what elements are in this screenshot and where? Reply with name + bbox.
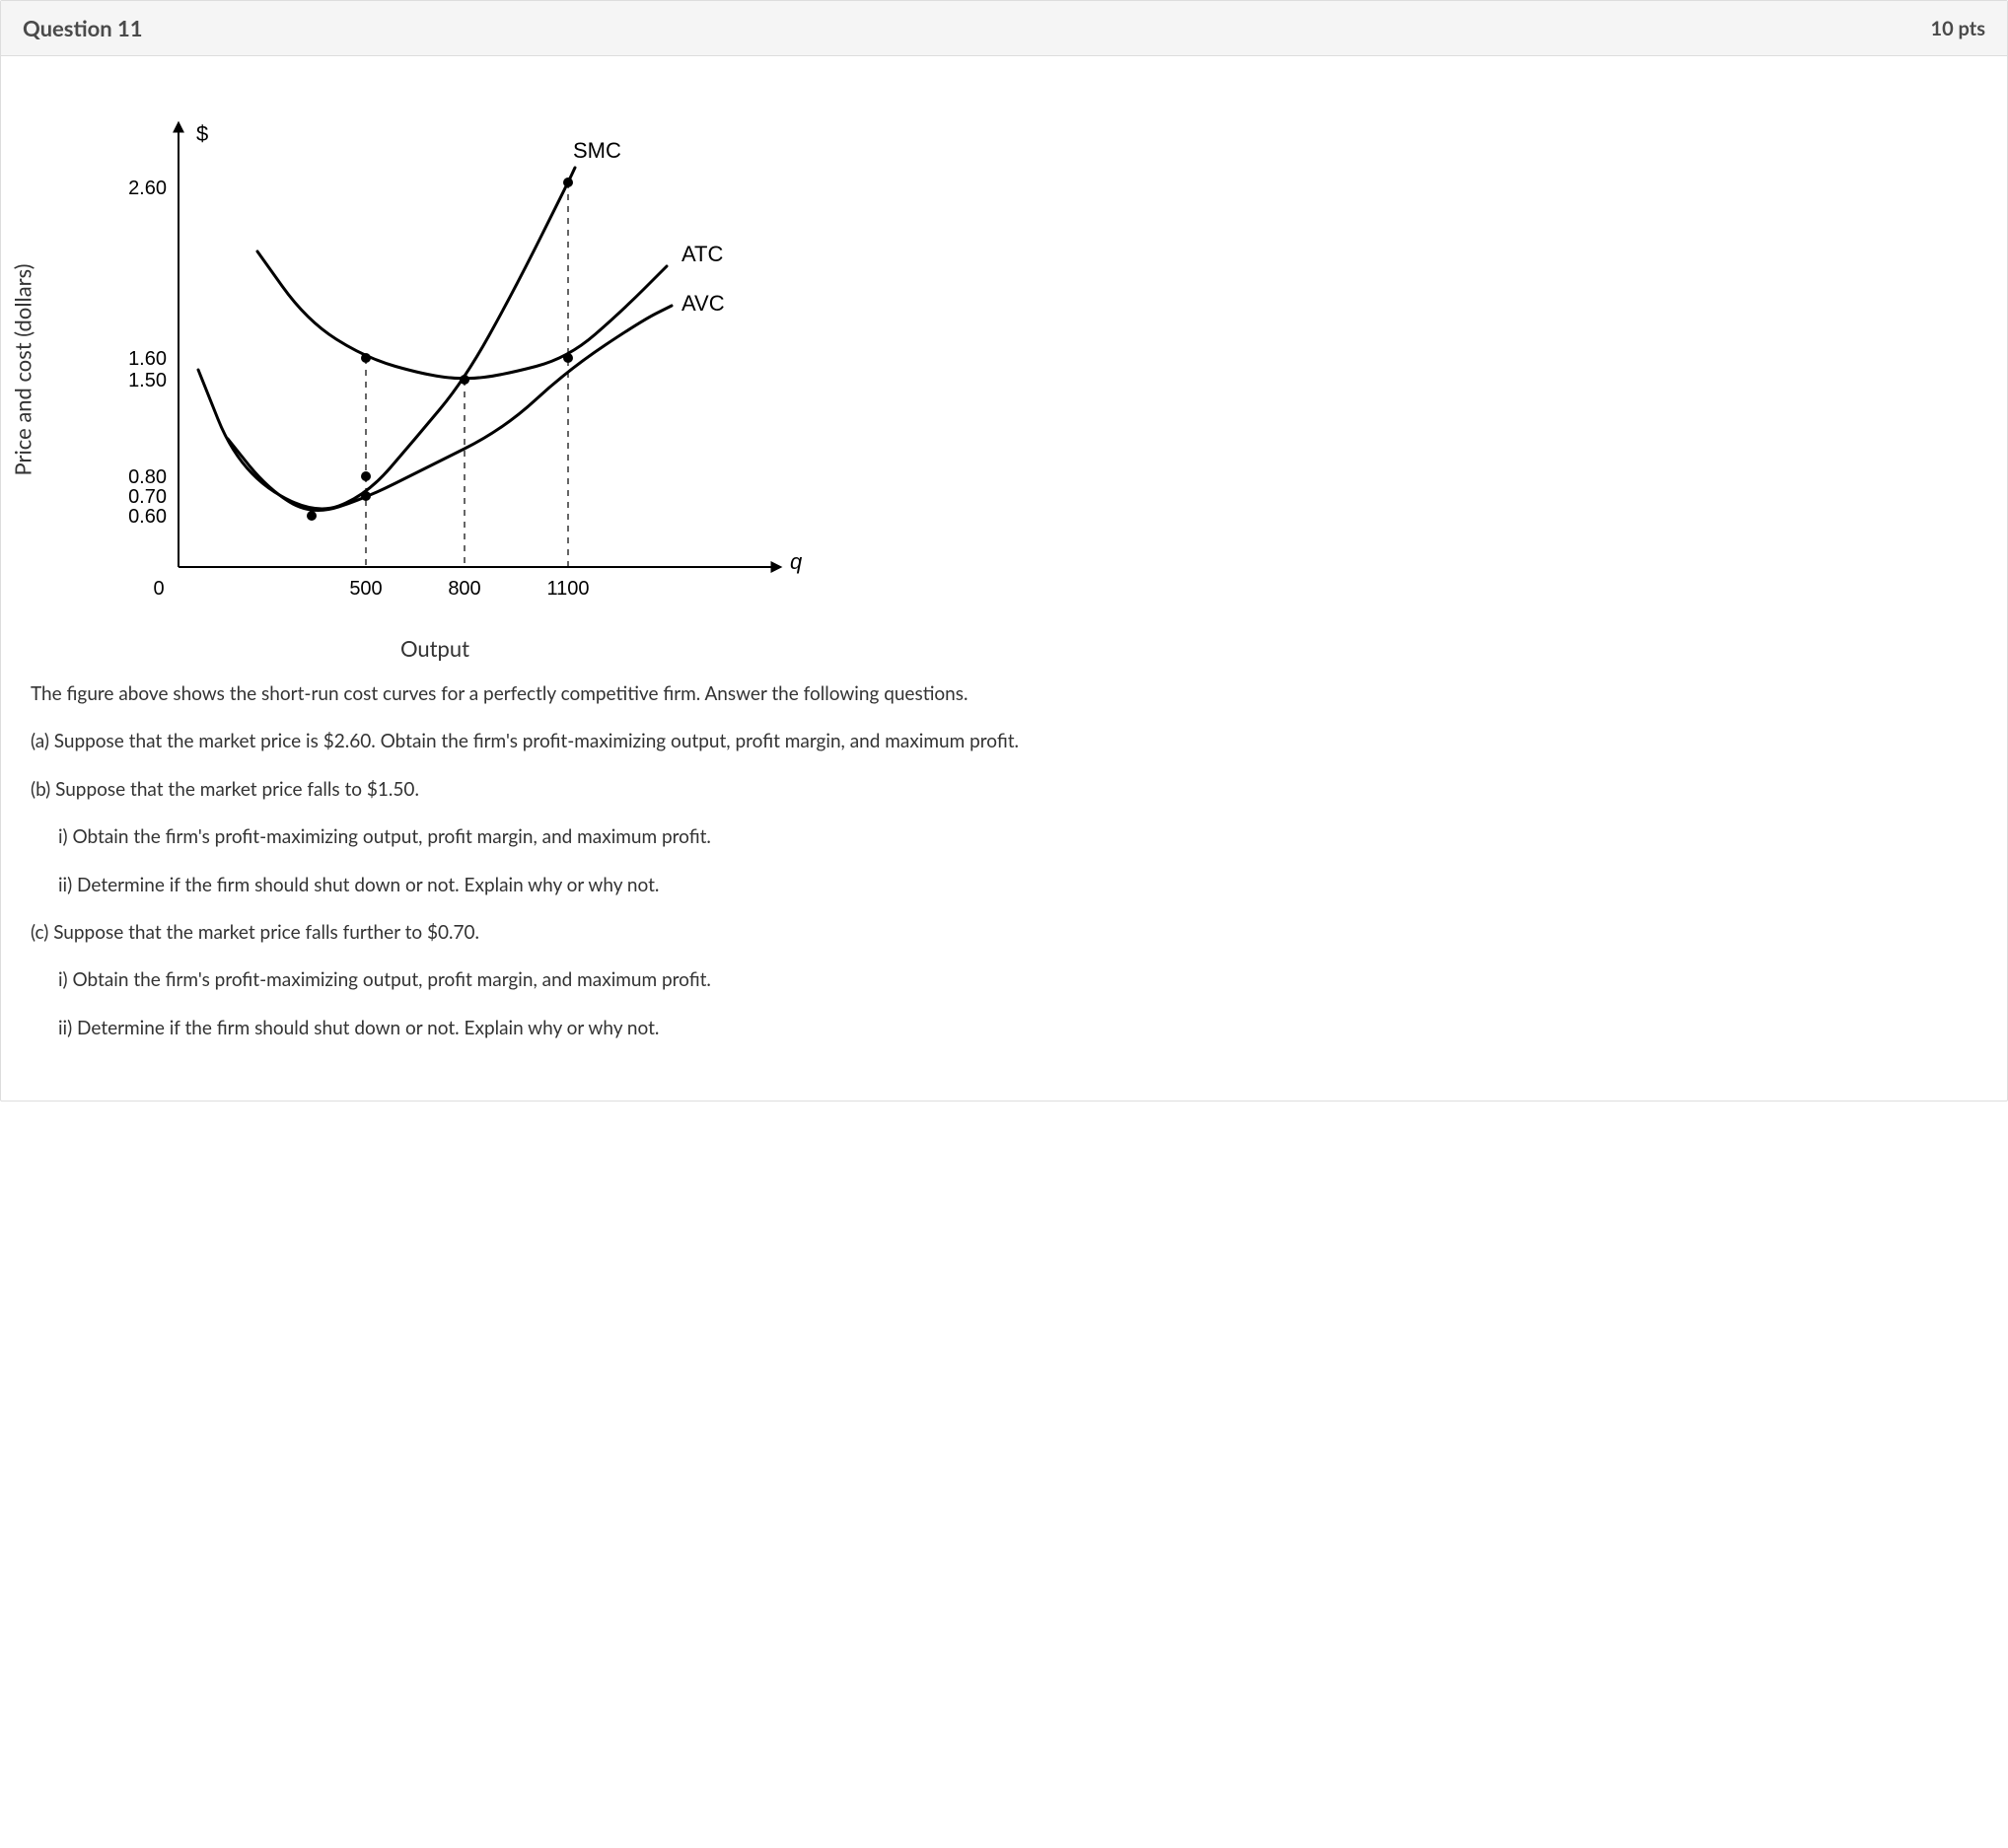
part-c: (c) Suppose that the market price falls … (31, 918, 1977, 948)
svg-text:1.60: 1.60 (128, 348, 167, 370)
svg-text:0.80: 0.80 (128, 466, 167, 488)
part-b: (b) Suppose that the market price falls … (31, 775, 1977, 805)
svg-text:ATC: ATC (681, 242, 723, 266)
question-header: Question 11 10 pts (1, 1, 2007, 56)
question-points: 10 pts (1930, 17, 1985, 40)
svg-text:1.50: 1.50 (128, 370, 167, 391)
y-axis-label: Price and cost (dollars) (10, 263, 36, 475)
part-a: (a) Suppose that the market price is $2.… (31, 727, 1977, 756)
part-b-ii: ii) Determine if the firm should shut do… (58, 871, 1977, 900)
part-c-i: i) Obtain the firm's profit-maximizing o… (58, 965, 1977, 995)
svg-text:SMC: SMC (573, 138, 621, 163)
svg-text:0.70: 0.70 (128, 486, 167, 508)
svg-text:q: q (790, 549, 803, 574)
svg-text:$: $ (196, 121, 208, 146)
question-body: Price and cost (dollars) Output 2.60 1.60… (1, 56, 2007, 1101)
intro-text: The figure above shows the short-run cos… (31, 679, 1977, 709)
question-number: Question 11 (23, 15, 143, 41)
svg-text:1100: 1100 (546, 578, 589, 600)
chart-svg: 2.60 1.601.50 0.800.700.60 $ q 0 500 800 1100 SMC… (90, 84, 839, 636)
cost-curves-figure: Price and cost (dollars) Output 2.601.60… (31, 84, 839, 656)
part-b-i: i) Obtain the firm's profit-maximizing o… (58, 822, 1977, 852)
svg-text:0: 0 (153, 578, 164, 600)
svg-text:500: 500 (349, 578, 382, 600)
svg-text:AVC: AVC (681, 291, 725, 316)
question-card: Question 11 10 pts Price and cost (dolla… (0, 0, 2008, 1102)
svg-text:2.60: 2.60 (128, 178, 167, 199)
svg-text:800: 800 (448, 578, 480, 600)
question-text: The figure above shows the short-run cos… (31, 679, 1977, 1043)
svg-text:0.60: 0.60 (128, 506, 167, 528)
x-axis-label: Output (400, 635, 469, 662)
part-c-ii: ii) Determine if the firm should shut do… (58, 1014, 1977, 1043)
